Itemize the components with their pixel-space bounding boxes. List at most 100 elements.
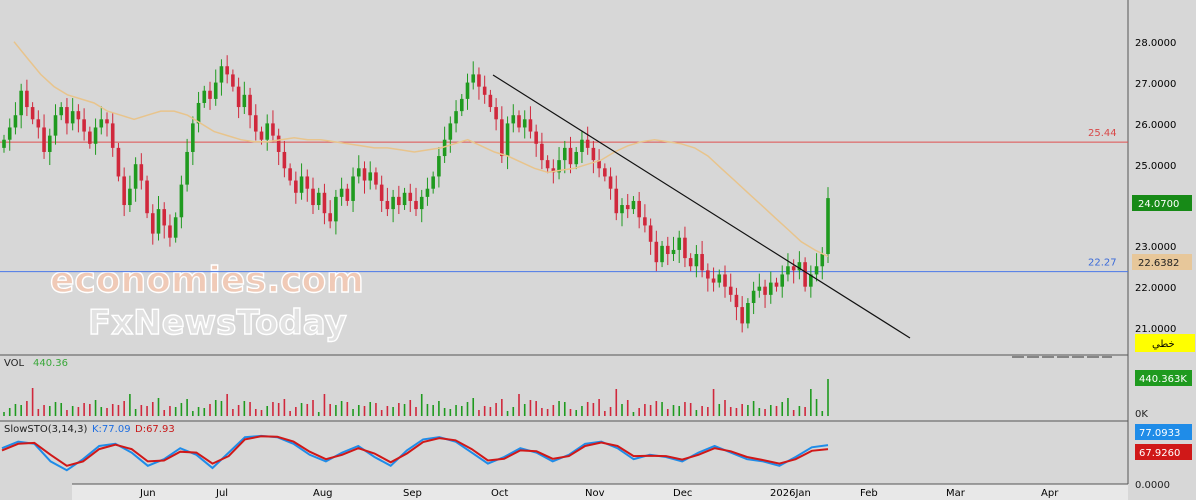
candle-body <box>477 74 481 87</box>
candle-body <box>511 115 516 124</box>
volume-bar <box>220 401 223 416</box>
candle-body <box>299 176 304 193</box>
candle-body <box>19 90 23 116</box>
candle-body <box>13 115 18 128</box>
last-price-value: 24.0700 <box>1138 199 1179 210</box>
volume-bar <box>289 411 291 416</box>
volume-bar <box>718 404 721 416</box>
volume-bar <box>604 411 606 416</box>
x-tick-label: Aug <box>313 488 333 499</box>
volume-bar <box>678 406 681 416</box>
candle-body <box>700 254 704 271</box>
candle-body <box>25 90 29 108</box>
candle-body <box>99 119 104 128</box>
volume-bar <box>26 401 28 416</box>
volume-bar <box>243 401 246 416</box>
candle-body <box>202 90 207 103</box>
volume-bar <box>615 389 618 416</box>
candle-body <box>677 237 682 250</box>
x-axis: Jun Jul Aug Sep Oct Nov Dec 2026Jan Feb … <box>139 488 1059 499</box>
volume-bar <box>380 410 383 416</box>
volume-bar <box>489 407 492 416</box>
x-tick-label: Mar <box>946 488 966 499</box>
candle-body <box>305 176 310 189</box>
candle-body <box>711 278 716 283</box>
candle-body <box>345 188 350 201</box>
volume-bar <box>707 407 709 416</box>
candle-body <box>168 225 172 238</box>
volume-bar <box>558 401 560 416</box>
volume-bar <box>409 400 412 416</box>
candle-body <box>654 241 659 263</box>
candle-body <box>328 213 332 222</box>
candle-body <box>219 66 224 83</box>
candle-body <box>145 180 149 214</box>
candle-body <box>42 127 46 152</box>
volume-bar <box>724 400 726 416</box>
volume-bar <box>237 405 240 416</box>
volume-bar <box>518 394 520 416</box>
candle-body <box>809 274 813 287</box>
volume-bar <box>403 404 406 416</box>
candle-body <box>454 111 458 124</box>
volume-bar <box>94 400 97 416</box>
candle-body <box>431 176 435 189</box>
volume-bar <box>357 405 360 416</box>
volume-bar <box>180 403 183 416</box>
support-label: 22.27 <box>1088 258 1117 269</box>
candle-body <box>723 274 727 287</box>
volume-bar <box>306 404 309 416</box>
candle-body <box>173 217 178 238</box>
volume-bar <box>203 408 206 416</box>
volume-bar <box>478 410 480 416</box>
candle-body <box>213 82 218 99</box>
candle-body <box>660 245 664 263</box>
candle-body <box>585 139 590 148</box>
candle-body <box>471 74 476 83</box>
volume-bar <box>66 410 68 416</box>
volume-bar <box>254 409 257 416</box>
volume-bar <box>666 409 669 416</box>
volume-bar <box>512 407 515 416</box>
x-tick-label: Apr <box>1041 488 1059 499</box>
volume-bar <box>443 408 446 416</box>
trendline[interactable] <box>492 74 911 339</box>
volume-badge <box>1135 370 1192 386</box>
candle-body <box>706 270 710 279</box>
chart-type-button[interactable] <box>1135 334 1195 352</box>
candle-body <box>551 168 556 173</box>
candle-body <box>688 258 693 267</box>
candle-body <box>162 209 167 226</box>
volume-bar <box>83 403 85 416</box>
volume-bar <box>392 407 394 416</box>
volume-bar <box>729 407 732 416</box>
volume-bar <box>123 401 125 416</box>
stoch-k-badge <box>1135 424 1192 440</box>
candle-body <box>225 66 229 75</box>
candle-body <box>133 164 138 189</box>
candle-body <box>374 172 378 185</box>
candle-body <box>665 245 670 255</box>
stoch-d-label: D:67.93 <box>135 424 175 435</box>
stoch-d-badge <box>1135 444 1192 460</box>
price-axis: 28.0000 27.0000 26.0000 25.0000 23.0000 … <box>1135 38 1176 335</box>
volume-title: VOL <box>4 358 25 369</box>
volume-bar <box>14 404 17 416</box>
chart-type-label: خطي <box>1152 339 1175 350</box>
volume-bar <box>260 410 263 416</box>
volume-bar <box>689 403 692 416</box>
volume-bar <box>552 405 555 416</box>
volume-bar <box>563 402 566 416</box>
stoch-title: SlowSTO(3,14,3) <box>4 424 87 435</box>
candles-group <box>2 55 830 333</box>
volume-bar <box>329 404 331 416</box>
volume-bar <box>317 412 320 416</box>
volume-bar <box>632 412 635 416</box>
candle-body <box>734 294 739 308</box>
volume-bar <box>60 403 63 416</box>
candle-body <box>528 119 533 132</box>
volume-bar <box>609 407 612 416</box>
candle-body <box>65 107 69 124</box>
volume-bar <box>455 405 457 416</box>
